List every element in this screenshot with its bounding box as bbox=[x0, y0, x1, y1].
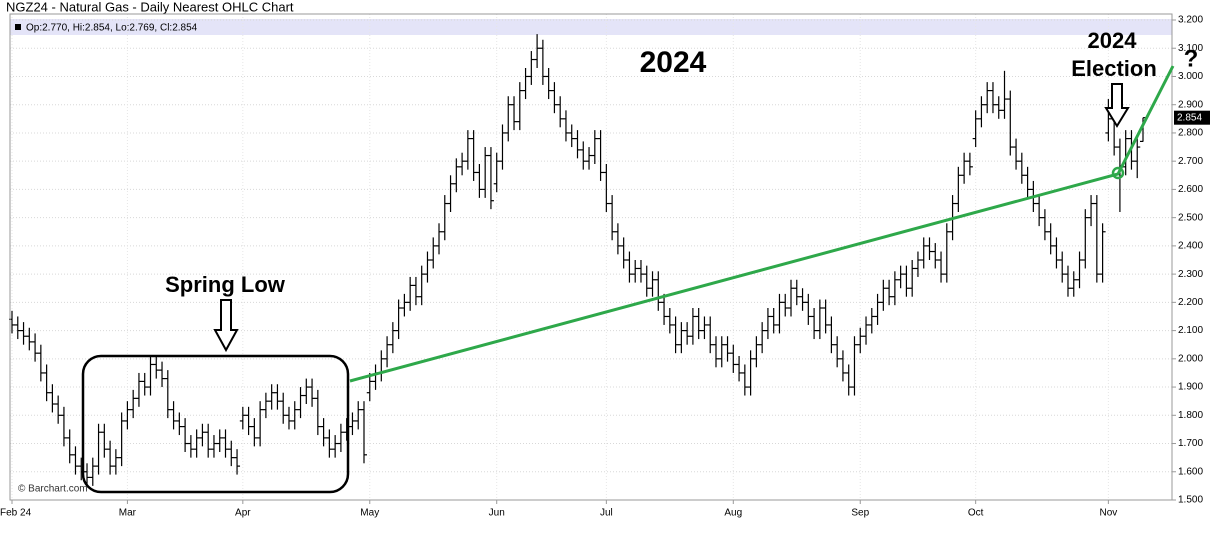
last-price-label: 2.854 bbox=[1177, 112, 1202, 123]
legend-marker bbox=[15, 24, 21, 30]
x-tick-label: Sep bbox=[851, 508, 869, 519]
legend-band bbox=[10, 19, 1172, 35]
y-tick-label: 3.100 bbox=[1178, 43, 1203, 54]
x-tick-label: Apr bbox=[235, 508, 251, 519]
x-tick-label: Nov bbox=[1099, 508, 1117, 519]
y-tick-label: 2.600 bbox=[1178, 184, 1203, 195]
spring-low-box bbox=[81, 354, 350, 494]
last-price-box bbox=[1174, 110, 1210, 125]
x-tick-label: Aug bbox=[724, 508, 742, 519]
y-tick-label: 2.400 bbox=[1178, 241, 1203, 252]
y-tick-label: 2.900 bbox=[1178, 99, 1203, 110]
y-tick-label: 2.100 bbox=[1178, 325, 1203, 336]
x-tick-label: Jul bbox=[600, 508, 613, 519]
y-tick-label: 1.600 bbox=[1178, 466, 1203, 477]
plot-frame bbox=[9, 13, 1173, 501]
x-tick-label: Feb 24 bbox=[0, 508, 32, 519]
arrow bbox=[1104, 83, 1130, 128]
y-tick-label: 2.000 bbox=[1178, 353, 1203, 364]
y-tick-label: 2.800 bbox=[1178, 128, 1203, 139]
trend-line bbox=[349, 65, 1175, 383]
x-tick-label: Jun bbox=[489, 508, 505, 519]
trend-marker bbox=[1111, 166, 1125, 180]
annotation: 2024 bbox=[640, 46, 707, 79]
x-tick-label: Mar bbox=[119, 508, 137, 519]
source-note: © Barchart.com bbox=[18, 484, 88, 495]
y-tick-label: 1.900 bbox=[1178, 382, 1203, 393]
y-tick-label: 2.200 bbox=[1178, 297, 1203, 308]
y-tick-label: 2.700 bbox=[1178, 156, 1203, 167]
annotation: ? bbox=[1184, 45, 1199, 72]
y-tick-label: 1.500 bbox=[1178, 495, 1203, 506]
grid bbox=[10, 14, 1172, 501]
annotation: Election bbox=[1071, 56, 1157, 81]
y-tick-label: 1.700 bbox=[1178, 438, 1203, 449]
chart-title: NGZ24 - Natural Gas - Daily Nearest OHLC… bbox=[6, 0, 294, 14]
annotation: 2024 bbox=[1088, 28, 1138, 53]
y-tick-label: 3.000 bbox=[1178, 71, 1203, 82]
arrow bbox=[213, 299, 239, 353]
y-tick-label: 1.800 bbox=[1178, 410, 1203, 421]
legend-text: Op:2.770, Hi:2.854, Lo:2.769, Cl:2.854 bbox=[26, 23, 198, 34]
y-tick-label: 2.500 bbox=[1178, 212, 1203, 223]
y-tick-label: 2.300 bbox=[1178, 269, 1203, 280]
x-tick-label: May bbox=[360, 508, 379, 519]
x-tick-label: Oct bbox=[968, 508, 984, 519]
annotation: Spring Low bbox=[165, 272, 286, 297]
y-tick-label: 3.200 bbox=[1178, 15, 1203, 26]
